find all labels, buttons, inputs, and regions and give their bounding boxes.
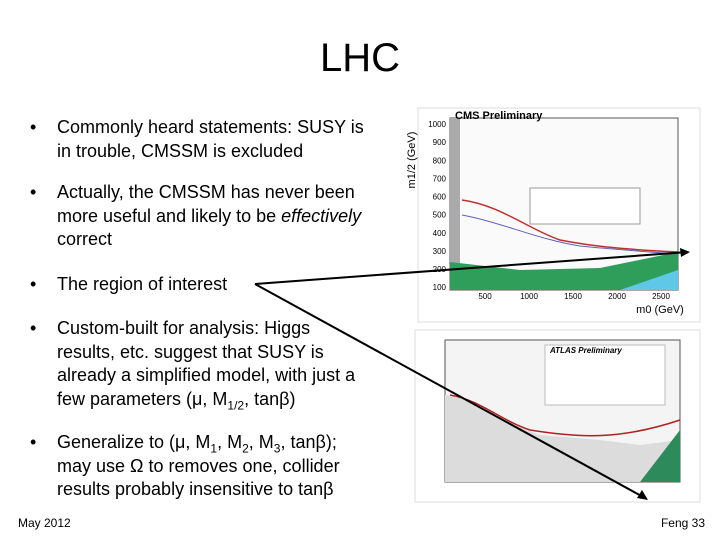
subscript: 1/2 [227, 398, 245, 413]
x-tick-label: 500 [478, 292, 492, 301]
cms-excluded [450, 252, 678, 290]
x-tick-label: 1000 [520, 292, 538, 301]
cms-title: CMS Preliminary [455, 110, 543, 122]
footer-right: Feng 33 [660, 516, 705, 530]
emphasis: effectively [281, 205, 362, 226]
bullet-line: may use Ω to removes one, collider [57, 455, 340, 478]
text-run: Actually, the CMSSM has never been [57, 182, 355, 202]
bullet-line: Actually, the CMSSM has never been [30, 181, 355, 204]
cms-region [620, 270, 678, 290]
bullet-line: already a simplified model, with just a [57, 364, 355, 387]
text-run: results probably insensitive to tanβ [57, 479, 334, 499]
text-run: Custom-built for analysis: Higgs [57, 318, 311, 338]
slide-title: LHC [319, 36, 401, 80]
bullet-line: The region of interest [30, 273, 228, 296]
bullet-line: results, etc. suggest that SUSY is [57, 341, 324, 364]
x-tick-label: 2000 [608, 292, 626, 301]
text-run: already a simplified model, with just a [57, 365, 356, 385]
text-run: , tanβ) [244, 388, 296, 409]
y-tick-label: 300 [433, 247, 447, 256]
atlas-legend [544, 344, 666, 406]
text-run: more useful and likely to be [57, 205, 282, 226]
subscript: 3 [273, 441, 281, 456]
cms-x-label: m0 (GeV) [636, 304, 684, 316]
subscript: 2 [242, 441, 249, 456]
y-tick-label: 600 [433, 193, 447, 202]
atlas-shade [445, 395, 680, 482]
footer-left: May 2012 [18, 516, 71, 530]
y-tick-label: 900 [433, 138, 447, 147]
atlas-plot: ATLAS Preliminary [414, 329, 701, 503]
y-tick-label: 200 [433, 265, 447, 274]
text-run: Generalize to (μ, M [57, 432, 211, 452]
atlas-region [640, 430, 680, 482]
y-tick-label: 100 [433, 283, 447, 292]
bullet-line: more useful and likely to be effectively [57, 205, 361, 228]
x-tick-label: 2500 [652, 292, 670, 301]
bullet-line: results probably insensitive to tanβ [57, 478, 334, 501]
atlas-limit [449, 394, 681, 437]
arrowhead-cms [680, 248, 690, 257]
text-run: in trouble, CMSSM is excluded [57, 140, 304, 161]
y-tick-label: 1000 [428, 120, 446, 129]
cms-strip [450, 118, 460, 290]
cms-expected [461, 214, 679, 255]
y-tick-label: 700 [433, 174, 447, 183]
text-run: The region of interest [57, 274, 228, 294]
text-run: , M [217, 432, 243, 452]
arrow-cms [254, 251, 689, 285]
text-run: , tanβ); [280, 432, 337, 452]
bullet-line: Commonly heard statements: SUSY is [30, 116, 364, 139]
text-run: correct [57, 229, 113, 249]
y-tick-label: 800 [433, 156, 447, 165]
cms-limit [461, 199, 679, 253]
cms-y-label: m1/2 (GeV) [406, 132, 418, 189]
text-run: few parameters (μ, M [57, 388, 228, 409]
bullet-line: correct [57, 228, 112, 251]
atlas-title: ATLAS Preliminary [549, 346, 622, 355]
subscript: 1 [210, 441, 218, 456]
text-run: Commonly heard statements: SUSY is [57, 117, 364, 137]
arrowhead-atlas [637, 490, 648, 500]
arrow-atlas [254, 283, 646, 499]
text-run: results, etc. suggest that SUSY is [57, 341, 324, 362]
cms-legend [529, 187, 641, 225]
y-tick-label: 400 [433, 229, 447, 238]
y-tick-label: 500 [433, 211, 447, 220]
text-run: may use Ω to removes one, collider [57, 455, 340, 476]
cms-plot: CMS Preliminary m1/2 (GeV) m0 (GeV) [406, 107, 701, 323]
bullet-line: few parameters (μ, M1/2, tanβ) [57, 388, 295, 418]
bullet-line: Generalize to (μ, M1, M2, M3, tanβ); [30, 431, 337, 461]
bullet-line: in trouble, CMSSM is excluded [57, 140, 303, 163]
text-run: , M [248, 432, 274, 452]
x-tick-label: 1500 [564, 292, 582, 301]
bullet-line: Custom-built for analysis: Higgs [30, 317, 311, 340]
